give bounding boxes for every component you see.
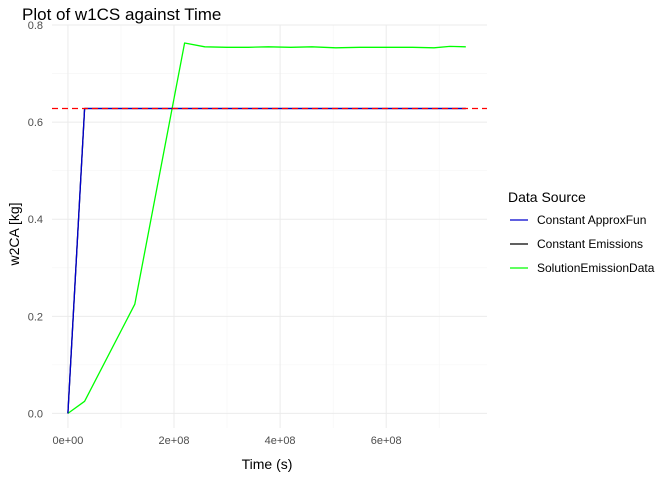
series-line-constant-approxfun [67,107,466,414]
y-tick-label: 0.8 [28,20,43,32]
y-tick-label: 0.6 [28,117,43,129]
axes: 0e+00 2e+08 4e+08 6e+08 0.0 0.2 0.4 0.6 0.8 [28,20,402,447]
y-tick-label: 0.4 [28,214,43,226]
x-tick-label: 2e+08 [159,435,190,447]
y-axis-title: w2CA [kg] [6,202,22,266]
y-tick-label: 0.2 [28,311,43,323]
y-tick-label: 0.0 [28,408,43,420]
legend-title: Data Source [508,189,586,205]
legend-label-solutionemissiondata: SolutionEmissionData [537,261,655,275]
x-tick-label: 6e+08 [371,435,402,447]
legend: Data Source Constant ApproxFun Constant E… [508,189,655,275]
series-line-constant-emissions [67,107,466,414]
legend-label-constant-emissions: Constant Emissions [537,237,643,251]
grid [52,24,487,428]
plot-area [52,42,487,414]
series-line-solutionemissiondata [67,42,466,414]
x-axis-title: Time (s) [242,456,293,472]
x-tick-label: 0e+00 [52,435,83,447]
chart-title: Plot of w1CS against Time [22,5,221,24]
legend-label-constant-approxfun: Constant ApproxFun [537,213,646,227]
x-tick-label: 4e+08 [265,435,296,447]
